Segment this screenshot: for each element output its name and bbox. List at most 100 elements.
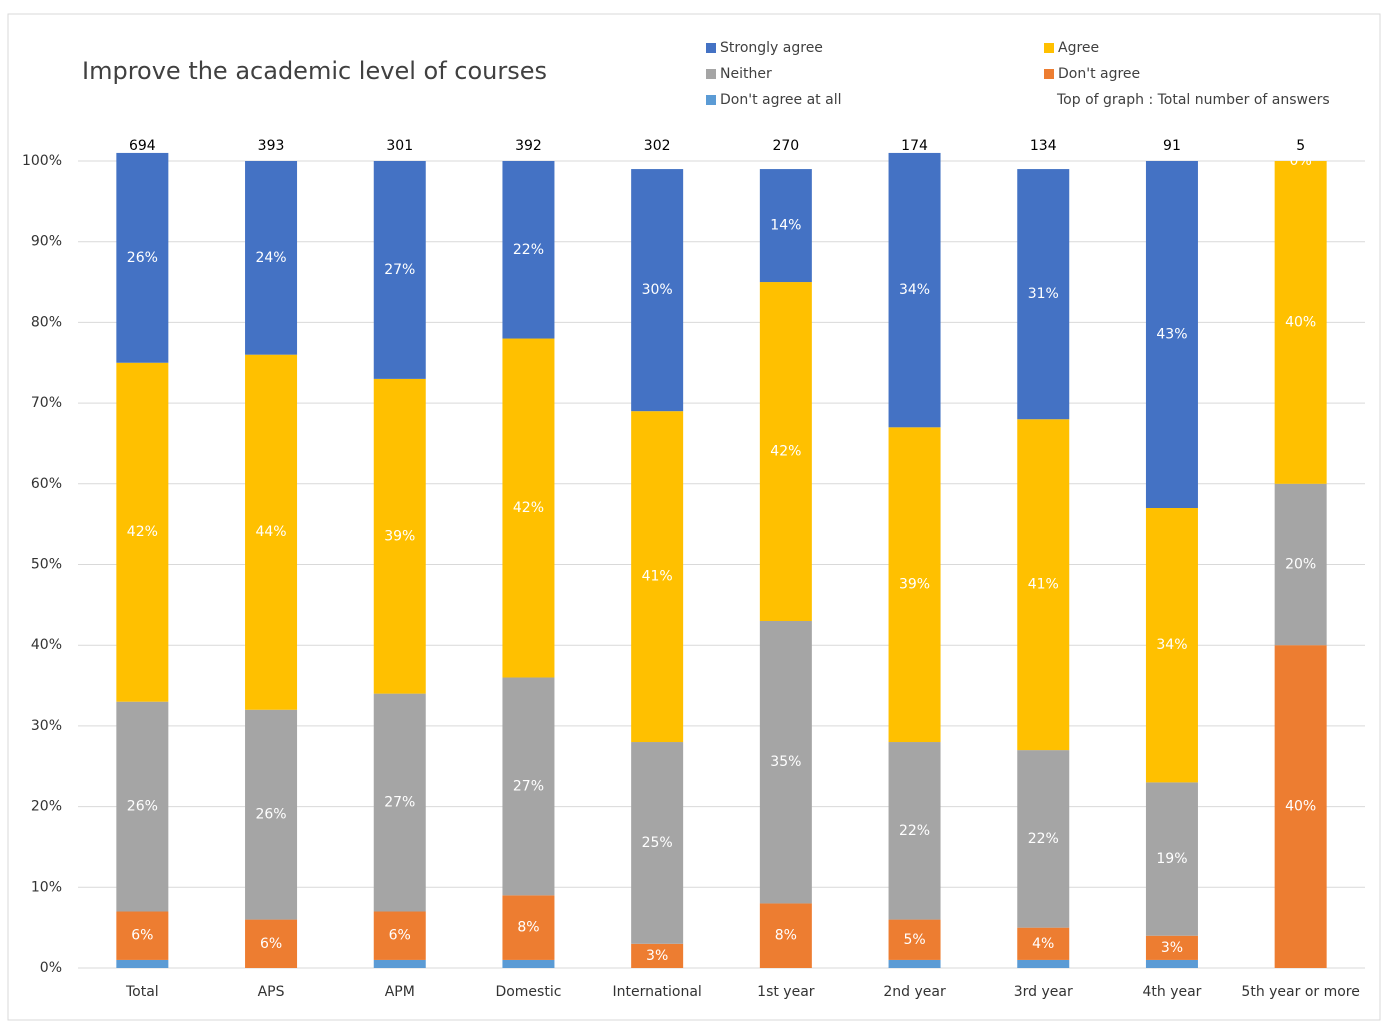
y-tick-label: 10% <box>31 879 62 895</box>
data-label: 6% <box>260 936 282 952</box>
bar-segment <box>373 161 426 379</box>
bar-segment <box>1274 161 1327 484</box>
y-tick-label: 50% <box>31 557 62 573</box>
data-label: 5% <box>903 932 925 948</box>
data-label: 0% <box>1290 153 1312 169</box>
bar-segment <box>1017 959 1070 968</box>
data-label: 14% <box>770 218 801 234</box>
data-label: 27% <box>384 795 415 811</box>
legend-label: Strongly agree <box>720 40 823 56</box>
legend-swatch <box>706 69 716 79</box>
bar-segment <box>888 152 941 428</box>
total-label: 5 <box>1296 138 1305 154</box>
legend-swatch <box>1044 69 1054 79</box>
bar-segment <box>888 742 941 920</box>
bar-segment <box>245 161 298 355</box>
bar-segment <box>631 943 684 968</box>
bar-segment <box>1274 645 1327 968</box>
legend-label: Don't agree <box>1058 66 1140 82</box>
data-label: 8% <box>517 920 539 936</box>
total-label: 694 <box>129 138 156 154</box>
total-label: 301 <box>386 138 413 154</box>
data-label: 42% <box>127 524 158 540</box>
bar-segment <box>116 959 169 968</box>
y-tick-label: 70% <box>31 395 62 411</box>
data-label: 35% <box>770 754 801 770</box>
data-label: 42% <box>513 500 544 516</box>
data-label: 40% <box>1285 314 1316 330</box>
data-label: 6% <box>389 928 411 944</box>
bar-segment <box>373 911 426 960</box>
bar-segment <box>631 742 684 944</box>
total-label: 134 <box>1030 138 1057 154</box>
bar-segment <box>116 701 169 912</box>
legend-swatch <box>706 95 716 105</box>
bar-segment <box>888 959 941 968</box>
bar-segment <box>1145 782 1198 936</box>
data-label: 26% <box>255 807 286 823</box>
x-tick-label: 5th year or more <box>1241 984 1359 1000</box>
data-label: 24% <box>255 250 286 266</box>
data-label: 8% <box>775 928 797 944</box>
data-label: 41% <box>1028 577 1059 593</box>
bar-segment <box>759 169 812 283</box>
y-tick-label: 30% <box>31 718 62 734</box>
bar-segment <box>1017 419 1070 751</box>
x-tick-label: 2nd year <box>883 984 946 1000</box>
x-tick-label: 3rd year <box>1014 984 1073 1000</box>
legend-label: Don't agree at all <box>720 92 841 108</box>
data-label: 39% <box>899 577 930 593</box>
legend-label: Neither <box>720 66 772 82</box>
y-tick-label: 80% <box>31 314 62 330</box>
data-label: 4% <box>1032 936 1054 952</box>
y-tick-label: 20% <box>31 799 62 815</box>
y-tick-label: 100% <box>22 153 62 169</box>
data-label: 3% <box>646 948 668 964</box>
x-tick-label: APS <box>258 984 285 1000</box>
bar-segment <box>116 152 169 363</box>
bar-segment <box>1017 169 1070 420</box>
data-label: 34% <box>1156 637 1187 653</box>
data-label: 6% <box>131 928 153 944</box>
bar-segment <box>502 161 555 339</box>
bar-segment <box>888 427 941 743</box>
y-tick-label: 90% <box>31 234 62 250</box>
x-tick-label: APM <box>385 984 415 1000</box>
bar-segment <box>759 282 812 621</box>
totals-note: Top of graph : Total number of answers <box>1056 92 1330 108</box>
total-label: 393 <box>258 138 285 154</box>
bar-segment <box>245 919 298 968</box>
bar-segment <box>631 411 684 743</box>
bar-segment <box>116 911 169 960</box>
data-label: 41% <box>642 569 673 585</box>
total-label: 174 <box>901 138 928 154</box>
bar-segment <box>373 693 426 912</box>
bar-segment <box>502 959 555 968</box>
y-tick-label: 60% <box>31 476 62 492</box>
data-label: 20% <box>1285 557 1316 573</box>
y-tick-label: 40% <box>31 637 62 653</box>
data-label: 25% <box>642 835 673 851</box>
bar-segment <box>888 919 941 960</box>
bar-segment <box>373 378 426 694</box>
data-label: 40% <box>1285 799 1316 815</box>
legend-label: Agree <box>1058 40 1099 56</box>
y-tick-label: 0% <box>40 960 62 976</box>
data-label: 22% <box>1028 831 1059 847</box>
x-tick-label: Total <box>125 984 159 1000</box>
data-label: 44% <box>255 524 286 540</box>
total-label: 270 <box>772 138 799 154</box>
bar-segment <box>502 338 555 678</box>
data-label: 19% <box>1156 851 1187 867</box>
chart-title: Improve the academic level of courses <box>82 57 547 85</box>
bar-segment <box>1145 959 1198 968</box>
x-tick-label: International <box>612 984 701 1000</box>
total-label: 302 <box>644 138 671 154</box>
data-label: 22% <box>513 242 544 258</box>
bar-segment <box>116 362 169 702</box>
x-tick-label: Domestic <box>495 984 561 1000</box>
bar-segment <box>759 620 812 904</box>
data-label: 43% <box>1156 327 1187 343</box>
